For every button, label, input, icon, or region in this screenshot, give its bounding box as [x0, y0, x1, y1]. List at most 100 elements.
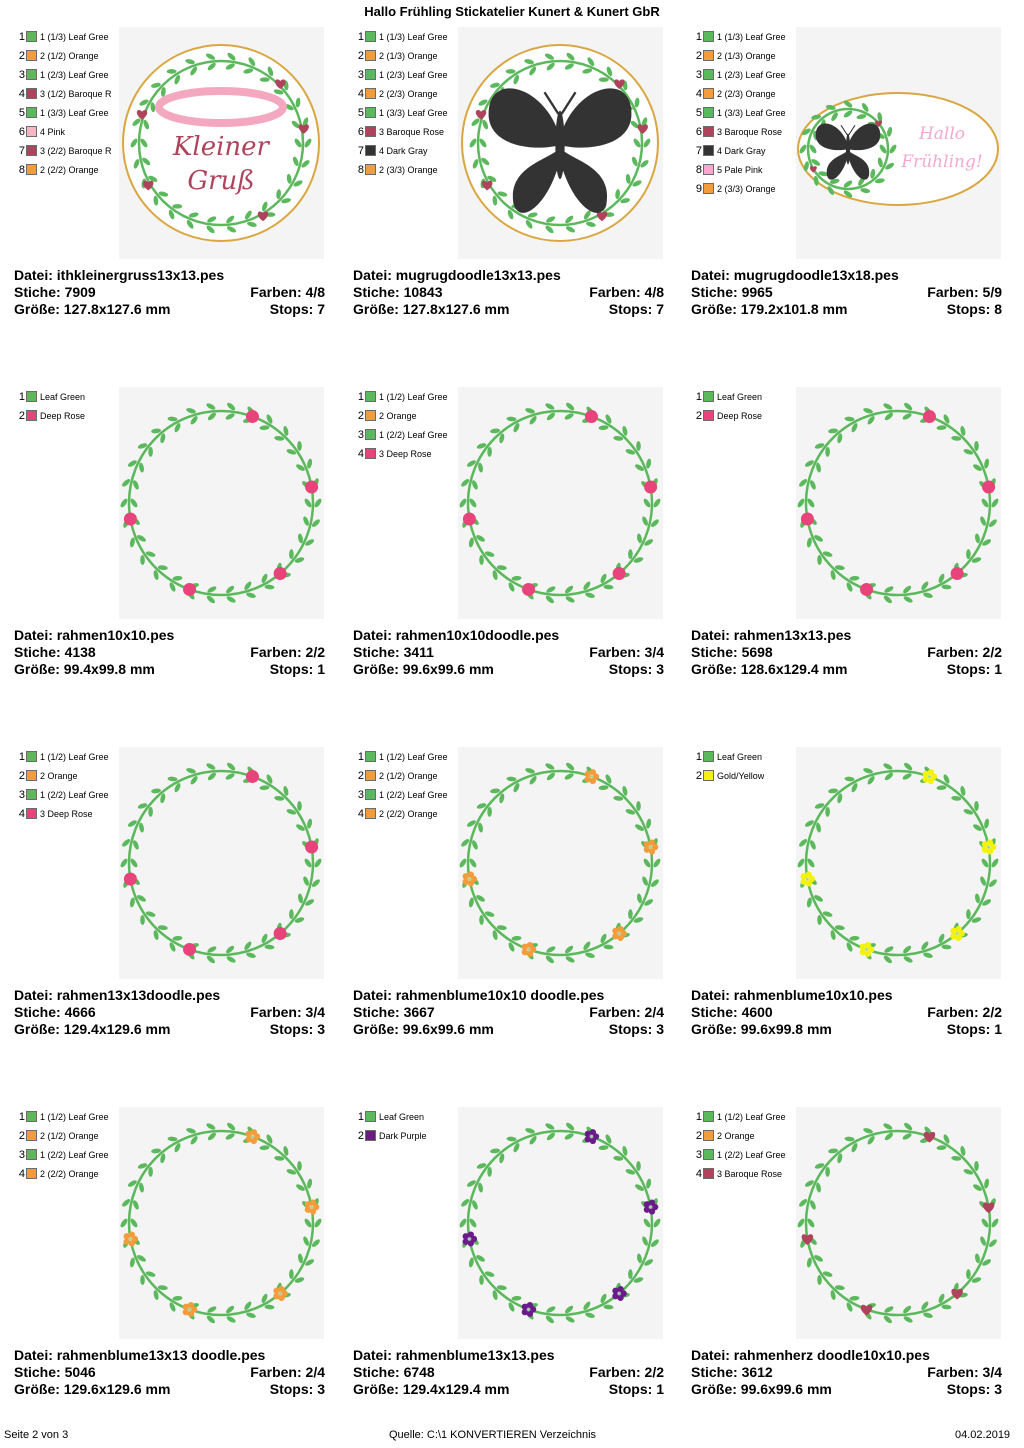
- leaf-icon: [982, 1259, 992, 1266]
- leaf-icon: [472, 840, 478, 850]
- colors-value: 3/4: [305, 1004, 325, 1020]
- colors-label: Farben:: [250, 284, 302, 300]
- leaf-icon: [499, 793, 505, 804]
- colors-label: Farben:: [927, 1364, 979, 1380]
- legend-label: 4 Dark Gray: [717, 145, 766, 156]
- legend-row: 1 1 (1/2) Leaf Gree: [353, 747, 463, 766]
- leaf-icon: [259, 1145, 270, 1150]
- color-legend: 1 1 (1/2) Leaf Gree 2 2 (1/2) Orange 3 1 (2/2…: [353, 747, 463, 823]
- legend-number: 2: [695, 1129, 702, 1142]
- wreath-stem: [466, 409, 654, 597]
- color-swatch: [26, 1111, 37, 1122]
- leaf-icon: [938, 1293, 945, 1303]
- stop-count: Stops: 1: [947, 661, 1002, 678]
- leaf-icon: [628, 1269, 633, 1280]
- leaf-icon: [492, 570, 498, 580]
- leaf-icon: [846, 942, 853, 952]
- leaf-icon: [843, 100, 853, 108]
- leaf-icon: [246, 952, 256, 958]
- leaf-icon: [613, 435, 624, 441]
- leaf-icon: [499, 1153, 505, 1164]
- flower-icon: [304, 1199, 320, 1215]
- design-preview: [119, 747, 324, 979]
- legend-row: 2 2 (1/2) Orange: [14, 46, 124, 65]
- file-label: Datei:: [691, 267, 730, 283]
- leaf-icon: [508, 1302, 515, 1312]
- design-size: Größe: 99.6x99.6 mm: [691, 1381, 832, 1398]
- file-label: Datei:: [353, 1347, 392, 1363]
- size-label: Größe:: [353, 1021, 399, 1037]
- leaf-icon: [472, 480, 478, 490]
- legend-row: 3 1 (2/2) Leaf Gree: [353, 425, 463, 444]
- leaf-icon: [825, 104, 836, 110]
- leaf-icon: [816, 822, 821, 833]
- color-count: Farben: 2/2: [927, 1004, 1002, 1021]
- stops-label: Stops:: [946, 661, 991, 677]
- legend-row: 2 2 Orange: [691, 1126, 801, 1145]
- legend-row: 3 1 (2/3) Leaf Gree: [353, 65, 463, 84]
- leaf-icon: [585, 952, 595, 958]
- leaf-icon: [825, 446, 830, 457]
- design-info: Datei: rahmenherz doodle10x10.pes Stiche:…: [691, 1347, 1002, 1398]
- stops-value: 1: [994, 1021, 1002, 1037]
- leaf-icon: [246, 1312, 256, 1318]
- leaf-icon: [799, 1199, 808, 1207]
- stop-count: Stops: 3: [609, 1021, 664, 1038]
- leaf-icon: [973, 1184, 982, 1191]
- leaf-icon: [266, 774, 273, 784]
- leaf-icon: [461, 479, 470, 487]
- leaf-icon: [186, 768, 196, 774]
- leaf-icon: [172, 936, 183, 941]
- legend-row: 6 4 Pink: [14, 122, 124, 141]
- leaf-icon: [140, 555, 145, 566]
- heart-icon: [482, 180, 493, 191]
- color-swatch: [26, 126, 37, 137]
- leaf-icon: [877, 157, 883, 168]
- leaf-icon: [226, 1305, 235, 1314]
- leaf-icon: [903, 1305, 912, 1314]
- leaf-icon: [459, 1218, 467, 1228]
- leaf-icon: [834, 1285, 845, 1291]
- leaf-icon: [545, 955, 554, 964]
- flower-icon: [859, 941, 875, 957]
- colors-value: 2/2: [305, 644, 325, 660]
- leaf-icon: [476, 535, 485, 542]
- legend-label: Deep Rose: [40, 410, 86, 421]
- stitches-value: 3411: [403, 644, 434, 660]
- leaf-icon: [304, 138, 312, 148]
- design-size: Größe: 128.6x129.4 mm: [691, 661, 847, 678]
- colors-value: 5/9: [982, 284, 1002, 300]
- leaf-icon: [831, 112, 838, 122]
- color-legend: 1 1 (1/2) Leaf Gree 2 2 (1/2) Orange 3 1 (2/2…: [14, 1107, 124, 1183]
- leaf-icon: [807, 858, 815, 868]
- leaf-icon: [851, 783, 858, 793]
- leaf-icon: [506, 416, 517, 422]
- legend-label: 1 (2/2) Leaf Gree: [717, 1149, 786, 1160]
- design-preview: [458, 27, 663, 259]
- size-value: 99.6x99.6 mm: [740, 1381, 832, 1397]
- design-info: Datei: ithkleinergruss13x13.pes Stiche: 7…: [14, 267, 325, 318]
- leaf-icon: [650, 1239, 659, 1247]
- leaf-icon: [963, 1169, 974, 1175]
- design-size: Größe: 99.4x99.8 mm: [14, 661, 155, 678]
- file-row: Datei: mugrugdoodle13x13.pes: [353, 267, 664, 284]
- leaf-icon: [975, 1253, 980, 1264]
- flower-icon: [462, 871, 478, 887]
- leaf-icon: [145, 1271, 156, 1277]
- file-name: Datei: rahmen13x13.pes: [691, 627, 851, 644]
- leaf-icon: [133, 480, 139, 490]
- color-count: Farben: 3/4: [250, 1004, 325, 1021]
- leaf-icon: [304, 498, 312, 508]
- leaf-icon: [186, 408, 196, 414]
- leaf-icon: [143, 119, 150, 130]
- legend-row: 1 Leaf Green: [14, 387, 124, 406]
- legend-label: 1 (2/2) Leaf Gree: [40, 789, 109, 800]
- stop-count: Stops: 3: [609, 661, 664, 678]
- design-card: 1 Leaf Green 2 Dark Purple Datei: rahmenblum…: [353, 1107, 673, 1447]
- leaf-icon: [305, 539, 315, 546]
- leaf-icon: [817, 1275, 822, 1286]
- color-swatch: [26, 145, 37, 156]
- leaf-icon: [167, 1136, 178, 1142]
- design-card: 1 1 (1/2) Leaf Gree 2 2 (1/2) Orange 3 1 (2/2…: [14, 1107, 334, 1447]
- leaf-icon: [487, 1166, 492, 1177]
